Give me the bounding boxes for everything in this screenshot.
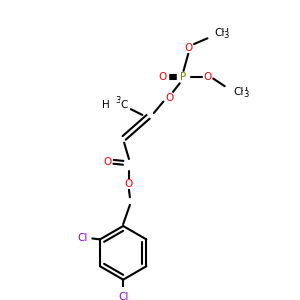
Text: H: H	[102, 100, 110, 110]
Text: Cl: Cl	[118, 292, 128, 300]
Text: O: O	[165, 93, 173, 103]
Text: CH: CH	[214, 28, 229, 38]
Text: O: O	[125, 179, 133, 189]
Text: 3: 3	[224, 31, 229, 40]
Text: Cl: Cl	[77, 232, 88, 242]
Text: O: O	[203, 72, 211, 82]
Text: 3: 3	[243, 90, 248, 99]
Text: CH: CH	[233, 87, 248, 97]
Text: O: O	[158, 72, 166, 82]
Text: O: O	[184, 43, 192, 53]
Text: P: P	[180, 72, 187, 82]
Text: C: C	[120, 100, 128, 110]
Text: O: O	[104, 157, 112, 167]
Text: 3: 3	[116, 96, 121, 105]
